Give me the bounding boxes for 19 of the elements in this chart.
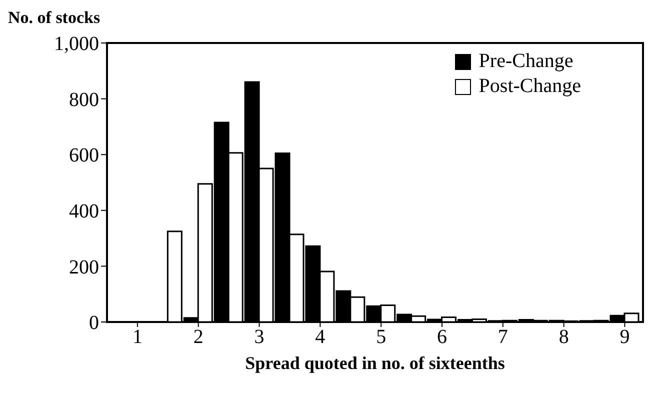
y-axis-title: No. of stocks	[8, 8, 100, 28]
x-tick-label: 4	[315, 326, 326, 348]
y-tick-label: 200	[69, 256, 99, 278]
x-tick-label: 7	[498, 326, 508, 348]
y-tick-label: 400	[69, 200, 99, 222]
x-tick-label: 2	[193, 326, 204, 348]
x-tick-label: 9	[620, 326, 630, 348]
x-axis-title: Spread quoted in no. of sixteenths	[245, 353, 505, 373]
y-tick-label: 0	[89, 312, 99, 334]
y-tick-label: 600	[69, 144, 99, 167]
legend-label: Pre-Change	[478, 50, 574, 73]
x-tick-label: 3	[254, 326, 264, 348]
y-tick-label: 800	[69, 88, 99, 111]
x-tick-label: 5	[376, 326, 386, 348]
x-tick-label: 1	[132, 326, 142, 348]
x-tick-label: 6	[437, 326, 447, 348]
x-tick-label: 8	[558, 326, 569, 348]
legend-label: Post-Change	[478, 75, 581, 98]
y-tick-label: 1,000	[54, 33, 99, 56]
